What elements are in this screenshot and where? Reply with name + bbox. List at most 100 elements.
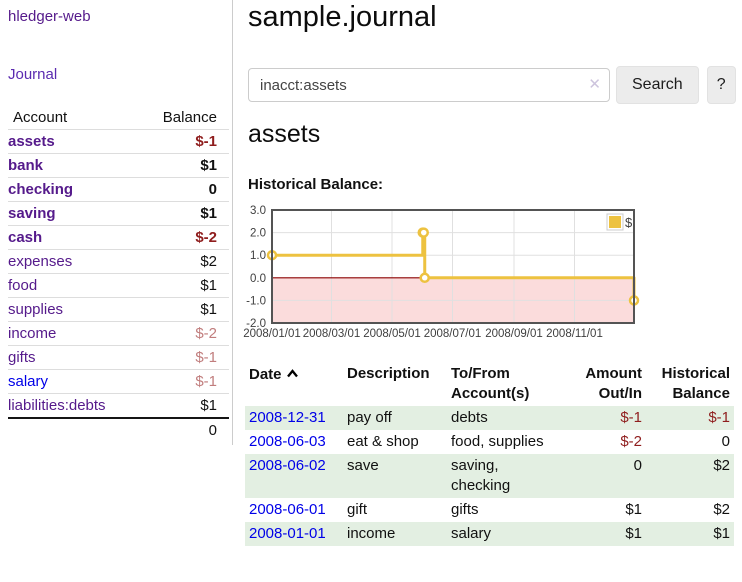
account-balance: $-2 bbox=[139, 321, 229, 346]
account-balance: $-2 bbox=[139, 225, 229, 250]
account-balance: $2 bbox=[139, 249, 229, 274]
accounts-total-spacer bbox=[8, 417, 140, 442]
account-row: supplies $1 bbox=[8, 297, 229, 322]
main-content: sample.journal ✕ Search ? assets Histori… bbox=[243, 0, 742, 582]
account-row: checking 0 bbox=[8, 177, 229, 202]
transaction-row: 2008-06-01 gift gifts $1 $2 bbox=[245, 498, 734, 522]
transaction-balance: $2 bbox=[646, 454, 734, 498]
transaction-date-link[interactable]: 2008-06-01 bbox=[249, 501, 326, 518]
svg-text:2008/05/01: 2008/05/01 bbox=[363, 328, 421, 340]
svg-text:$: $ bbox=[625, 215, 633, 230]
svg-text:2.0: 2.0 bbox=[250, 228, 266, 240]
search-input[interactable] bbox=[248, 68, 610, 102]
page-title: sample.journal bbox=[248, 1, 437, 33]
transaction-accounts: salary bbox=[447, 522, 559, 546]
account-link[interactable]: cash bbox=[8, 229, 43, 246]
sidebar-item-journal[interactable]: Journal bbox=[8, 66, 58, 83]
accounts-table-header: Account Balance bbox=[8, 106, 229, 130]
account-link[interactable]: bank bbox=[8, 157, 44, 174]
account-balance: 0 bbox=[139, 177, 229, 202]
svg-text:2008/11/01: 2008/11/01 bbox=[546, 328, 603, 340]
transaction-balance: 0 bbox=[721, 433, 730, 450]
svg-text:2008/03/01: 2008/03/01 bbox=[303, 328, 361, 340]
brand-link[interactable]: hledger-web bbox=[8, 8, 91, 25]
transaction-amount: $-1 bbox=[559, 406, 646, 430]
account-link[interactable]: checking bbox=[8, 181, 74, 198]
account-row: liabilities:debts $1 bbox=[8, 393, 229, 419]
account-link[interactable]: saving bbox=[8, 205, 56, 222]
search-form: ✕ Search ? bbox=[248, 66, 736, 104]
description-column-header: Description bbox=[347, 365, 430, 382]
transaction-accounts: food, supplies bbox=[451, 433, 544, 450]
transaction-balance: $2 bbox=[713, 501, 730, 518]
transaction-date-link[interactable]: 2008-06-03 bbox=[249, 433, 326, 450]
account-link[interactable]: expenses bbox=[8, 253, 73, 270]
sort-ascending-icon[interactable] bbox=[286, 364, 299, 384]
help-button[interactable]: ? bbox=[706, 66, 736, 104]
account-row: salary $-1 bbox=[8, 369, 229, 394]
clear-search-icon[interactable]: ✕ bbox=[588, 76, 601, 93]
transaction-description: eat & shop bbox=[347, 433, 419, 450]
transaction-amount: $1 bbox=[625, 501, 642, 518]
transaction-amount: 0 bbox=[559, 454, 646, 498]
transaction-amount: $1 bbox=[559, 522, 646, 546]
transaction-date-link[interactable]: 2008-01-01 bbox=[249, 525, 326, 542]
accounts-total-value: 0 bbox=[139, 417, 229, 442]
account-row: expenses $2 bbox=[8, 249, 229, 274]
account-link[interactable]: food bbox=[8, 277, 38, 294]
amount-column-header: Amount Out/In bbox=[585, 365, 642, 402]
svg-text:-2.0: -2.0 bbox=[246, 318, 266, 330]
transaction-row: 2008-06-02 save saving, checking 0 $2 bbox=[245, 454, 734, 498]
account-row: food $1 bbox=[8, 273, 229, 298]
account-link[interactable]: liabilities:debts bbox=[8, 397, 106, 414]
balance-column-header: Balance bbox=[139, 106, 229, 130]
transaction-date-link[interactable]: 2008-06-02 bbox=[249, 457, 326, 474]
search-button[interactable]: Search bbox=[616, 66, 699, 104]
account-section-title: assets bbox=[248, 120, 321, 148]
account-link[interactable]: gifts bbox=[8, 349, 36, 366]
balance-column-header: Historical Balance bbox=[661, 365, 730, 402]
account-balance: $-1 bbox=[139, 369, 229, 394]
transaction-balance: $-1 bbox=[646, 406, 734, 430]
account-row: saving $1 bbox=[8, 201, 229, 226]
transactions-table: Date Description To/From Account(s) Amou… bbox=[245, 362, 734, 546]
chart-title: Historical Balance: bbox=[248, 176, 384, 193]
account-link[interactable]: salary bbox=[8, 373, 49, 390]
transaction-description: save bbox=[343, 454, 447, 498]
transaction-description: pay off bbox=[343, 406, 447, 430]
transaction-row: 2008-06-03 eat & shop food, supplies $-2 0 bbox=[245, 430, 734, 454]
date-column-header[interactable]: Date bbox=[245, 362, 343, 406]
svg-text:3.0: 3.0 bbox=[250, 205, 266, 217]
account-balance: $-1 bbox=[139, 129, 229, 154]
account-row: income $-2 bbox=[8, 321, 229, 346]
transaction-balance: $1 bbox=[646, 522, 734, 546]
account-balance: $1 bbox=[139, 273, 229, 298]
account-link[interactable]: supplies bbox=[8, 301, 64, 318]
svg-text:2008/07/01: 2008/07/01 bbox=[424, 328, 482, 340]
svg-text:0.0: 0.0 bbox=[250, 273, 266, 285]
balance-chart-svg: -2.0 -1.0 0.0 1.0 2.0 3.0 2008/01/01 2008/03/01… bbox=[243, 205, 640, 340]
svg-text:1.0: 1.0 bbox=[250, 250, 266, 262]
sidebar-divider bbox=[232, 0, 233, 445]
transaction-accounts: debts bbox=[447, 406, 559, 430]
account-link[interactable]: assets bbox=[8, 133, 55, 150]
account-balance: $1 bbox=[139, 153, 229, 178]
accounts-column-header: To/From Account(s) bbox=[451, 365, 530, 402]
transaction-amount: $-2 bbox=[620, 433, 642, 450]
transaction-accounts: saving, checking bbox=[447, 454, 559, 498]
svg-text:-1.0: -1.0 bbox=[246, 295, 266, 307]
accounts-total-row: 0 bbox=[8, 417, 229, 442]
account-balance: $1 bbox=[139, 297, 229, 322]
search-input-wrap: ✕ bbox=[248, 68, 610, 102]
account-row: bank $1 bbox=[8, 153, 229, 178]
transaction-date-link[interactable]: 2008-12-31 bbox=[249, 409, 326, 426]
account-row: assets $-1 bbox=[8, 129, 229, 154]
account-link[interactable]: income bbox=[8, 325, 57, 342]
account-row: cash $-2 bbox=[8, 225, 229, 250]
transactions-header-row: Date Description To/From Account(s) Amou… bbox=[245, 362, 734, 406]
accounts-table: Account Balance assets $-1 bank $1 checking 0… bbox=[8, 106, 229, 442]
svg-text:2008/09/01: 2008/09/01 bbox=[485, 328, 543, 340]
svg-text:2008/01/01: 2008/01/01 bbox=[243, 328, 301, 340]
transaction-description: gift bbox=[347, 501, 368, 518]
